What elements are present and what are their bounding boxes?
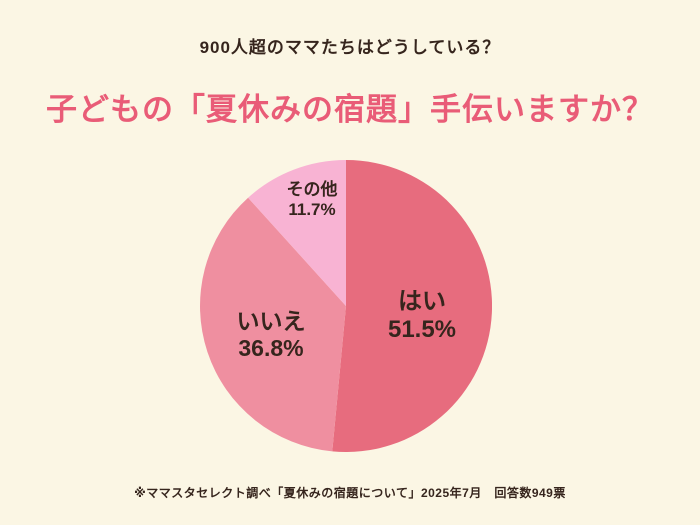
pie-slice-0: [332, 160, 492, 452]
pie-slice-2: [248, 160, 346, 306]
pie-label-other-name: その他: [286, 180, 338, 199]
pie-label-yes: はい 51.5%: [388, 288, 456, 345]
pie-label-no: いいえ 36.8%: [237, 308, 306, 362]
source-note: ※ママスタセレクト調べ「夏休みの宿題について」2025年7月 回答数949票: [134, 486, 566, 500]
pie-label-no-value: 36.8%: [238, 335, 304, 362]
pie-label-other: その他 11.7%: [287, 180, 338, 220]
pie-label-yes-name: はい: [398, 288, 446, 315]
pie-label-other-value: 11.7%: [288, 200, 336, 220]
survey-subtitle: 900人超のママたちはどうしている？: [199, 38, 501, 57]
pie-label-no-name: いいえ: [236, 308, 306, 334]
survey-title: 子どもの「夏休みの宿題」手伝いますか？: [46, 92, 654, 127]
pie-chart: [200, 160, 492, 452]
pie-label-yes-value: 51.5%: [387, 316, 457, 344]
pie-slice-1: [200, 197, 346, 452]
pie-chart-svg: [200, 160, 492, 452]
